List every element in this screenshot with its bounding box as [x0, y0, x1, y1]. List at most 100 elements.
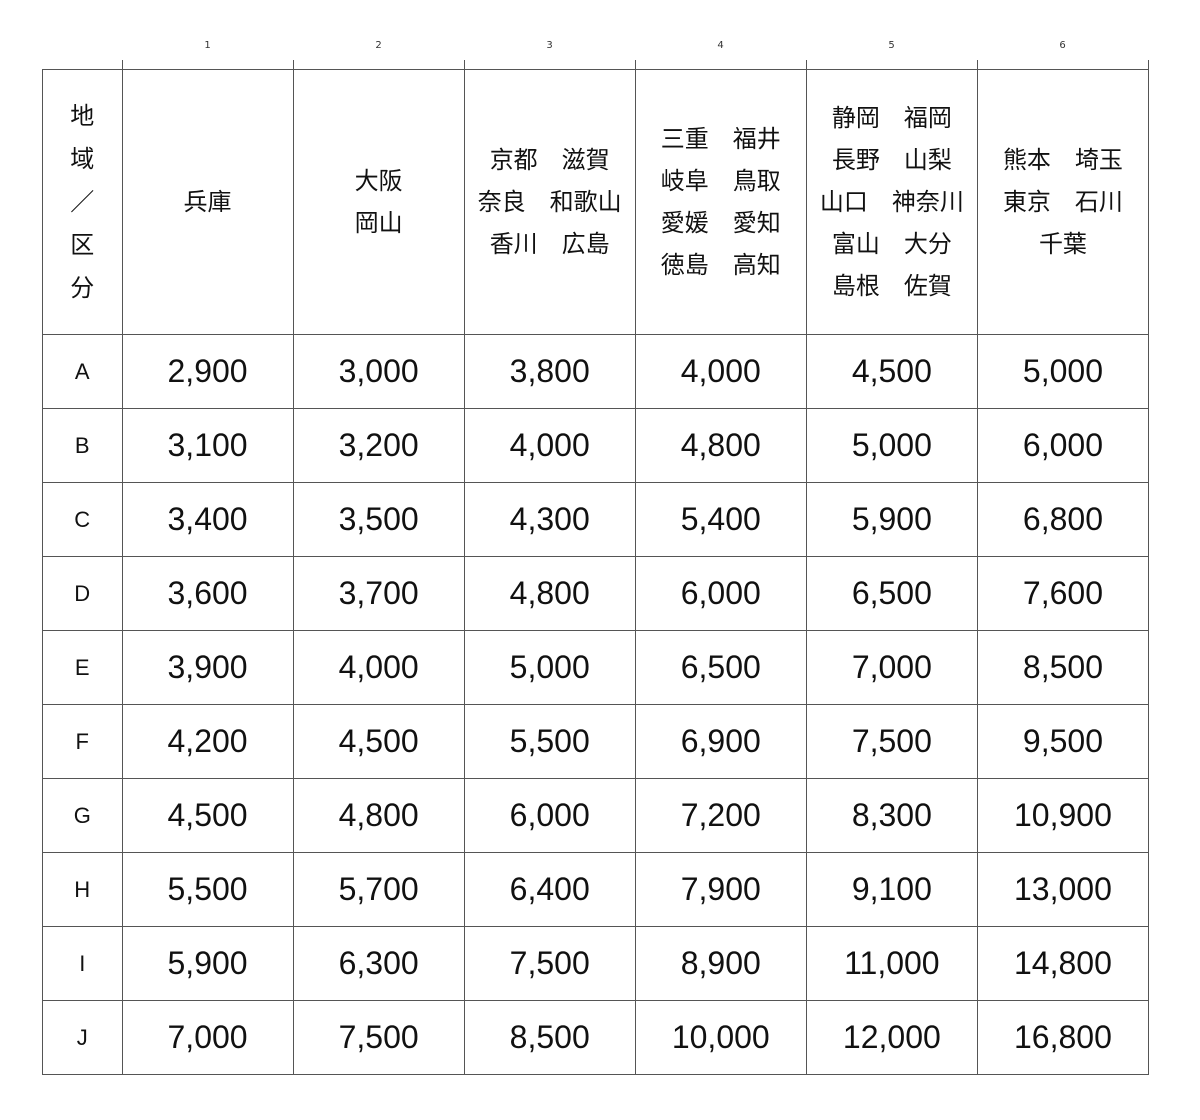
region-header-cell: 熊本 埼玉東京 石川千葉: [976, 69, 1150, 335]
row-label: D: [42, 556, 123, 631]
region-names: 三重 福井: [660, 125, 781, 153]
price-cell: 6,500: [634, 630, 807, 705]
price-cell: 7,900: [634, 852, 807, 927]
region-names: 京都 滋賀: [489, 146, 610, 174]
table-row: I 5,900 6,300 7,500 8,900 11,000 14,800: [42, 926, 1150, 1001]
column-tick: [122, 60, 123, 70]
region-names: 長野 山梨: [831, 146, 952, 174]
header-row: 地域／区分兵庫 大阪 岡山 京都 滋賀 奈良 和歌山 香川 広島 三重 福井 岐阜 鳥取 愛媛 …: [42, 69, 1150, 335]
region-header-cell: 静岡 福岡 長野 山梨 山口 神奈川 富山 大分 島根 佐賀: [805, 69, 978, 335]
row-label: E: [42, 630, 123, 705]
region-names: 大阪: [354, 167, 403, 195]
price-cell: 3,400: [121, 482, 294, 557]
price-cell: 5,000: [463, 630, 636, 705]
row-label: G: [42, 778, 123, 853]
price-cell: 5,400: [634, 482, 807, 557]
price-cell: 8,900: [634, 926, 807, 1001]
price-cell: 8,500: [976, 630, 1150, 705]
price-cell: 6,300: [292, 926, 465, 1001]
price-cell: 10,000: [634, 1000, 807, 1075]
price-cell: 4,000: [292, 630, 465, 705]
region-names: 静岡 福岡: [831, 104, 952, 132]
region-category-header: 地域 ／ 区分: [42, 69, 123, 335]
price-cell: 3,600: [121, 556, 294, 631]
table-row: D 3,600 3,700 4,800 6,000 6,500 7,600: [42, 556, 1150, 631]
header-char: 分: [70, 274, 95, 302]
price-cell: 13,000: [976, 852, 1150, 927]
price-cell: 6,800: [976, 482, 1150, 557]
table-row: B 3,100 3,200 4,000 4,800 5,000 6,000: [42, 408, 1150, 483]
price-cell: 6,900: [634, 704, 807, 779]
table-row: C 3,400 3,500 4,300 5,400 5,900 6,800: [42, 482, 1150, 557]
region-names: 岐阜 鳥取: [660, 167, 781, 195]
column-tick: [806, 60, 807, 70]
price-cell: 5,500: [121, 852, 294, 927]
region-names: 岡山: [354, 209, 403, 237]
price-cell: 3,900: [121, 630, 294, 705]
price-cell: 7,000: [121, 1000, 294, 1075]
price-cell: 4,000: [634, 334, 807, 409]
price-cell: 6,000: [976, 408, 1150, 483]
price-cell: 2,900: [121, 334, 294, 409]
price-cell: 5,700: [292, 852, 465, 927]
price-cell: 7,000: [805, 630, 978, 705]
row-label: I: [42, 926, 123, 1001]
price-cell: 6,000: [634, 556, 807, 631]
price-cell: 16,800: [976, 1000, 1150, 1075]
price-cell: 3,500: [292, 482, 465, 557]
price-cell: 4,800: [634, 408, 807, 483]
price-cell: 10,900: [976, 778, 1150, 853]
row-label: A: [42, 334, 123, 409]
price-cell: 4,500: [292, 704, 465, 779]
column-tick: [977, 60, 978, 70]
row-label: C: [42, 482, 123, 557]
row-label: J: [42, 1000, 123, 1075]
table-row: E 3,900 4,000 5,000 6,500 7,000 8,500: [42, 630, 1150, 705]
region-names: 愛媛 愛知: [660, 209, 781, 237]
column-number: 6: [1059, 40, 1066, 51]
price-cell: 14,800: [976, 926, 1150, 1001]
region-names: 兵庫: [183, 188, 232, 216]
price-cell: 5,900: [805, 482, 978, 557]
table-row: J 7,000 7,500 8,500 10,000 12,000 16,800: [42, 1000, 1150, 1075]
region-names: 徳島 高知: [660, 251, 781, 279]
region-header-cell: 兵庫: [121, 69, 294, 335]
row-label: F: [42, 704, 123, 779]
region-names: 山口 神奈川: [819, 188, 964, 216]
column-number-ruler: 1 2 3 4 5 6: [0, 0, 1200, 70]
price-cell: 5,000: [805, 408, 978, 483]
region-names: 奈良 和歌山: [477, 188, 622, 216]
row-label: B: [42, 408, 123, 483]
price-cell: 3,800: [463, 334, 636, 409]
region-names: 東京 石川: [1002, 188, 1123, 216]
column-tick: [293, 60, 294, 70]
region-names: 熊本 埼玉: [1002, 146, 1123, 174]
price-cell: 7,600: [976, 556, 1150, 631]
region-names: 千葉: [1038, 230, 1087, 258]
table-row: A 2,900 3,000 3,800 4,000 4,500 5,000: [42, 334, 1150, 409]
price-cell: 8,500: [463, 1000, 636, 1075]
column-number: 3: [546, 40, 553, 51]
price-cell: 4,800: [292, 778, 465, 853]
header-char: ／: [70, 188, 95, 216]
table-row: F 4,200 4,500 5,500 6,900 7,500 9,500: [42, 704, 1150, 779]
price-cell: 4,500: [805, 334, 978, 409]
region-names: 香川 広島: [489, 230, 610, 258]
price-cell: 3,000: [292, 334, 465, 409]
column-tick: [464, 60, 465, 70]
price-cell: 7,200: [634, 778, 807, 853]
price-cell: 8,300: [805, 778, 978, 853]
column-number: 4: [717, 40, 724, 51]
table-row: H 5,500 5,700 6,400 7,900 9,100 13,000: [42, 852, 1150, 927]
header-char: 区: [70, 231, 95, 259]
header-char: 域: [70, 145, 95, 173]
price-cell: 7,500: [292, 1000, 465, 1075]
column-number: 5: [888, 40, 895, 51]
region-names: 富山 大分: [831, 230, 952, 258]
price-cell: 9,100: [805, 852, 978, 927]
price-table: 地域／区分兵庫 大阪 岡山 京都 滋賀 奈良 和歌山 香川 広島 三重 福井 岐阜 鳥取 愛媛 …: [42, 69, 1150, 1075]
price-cell: 7,500: [805, 704, 978, 779]
price-cell: 4,200: [121, 704, 294, 779]
price-cell: 5,500: [463, 704, 636, 779]
price-cell: 12,000: [805, 1000, 978, 1075]
